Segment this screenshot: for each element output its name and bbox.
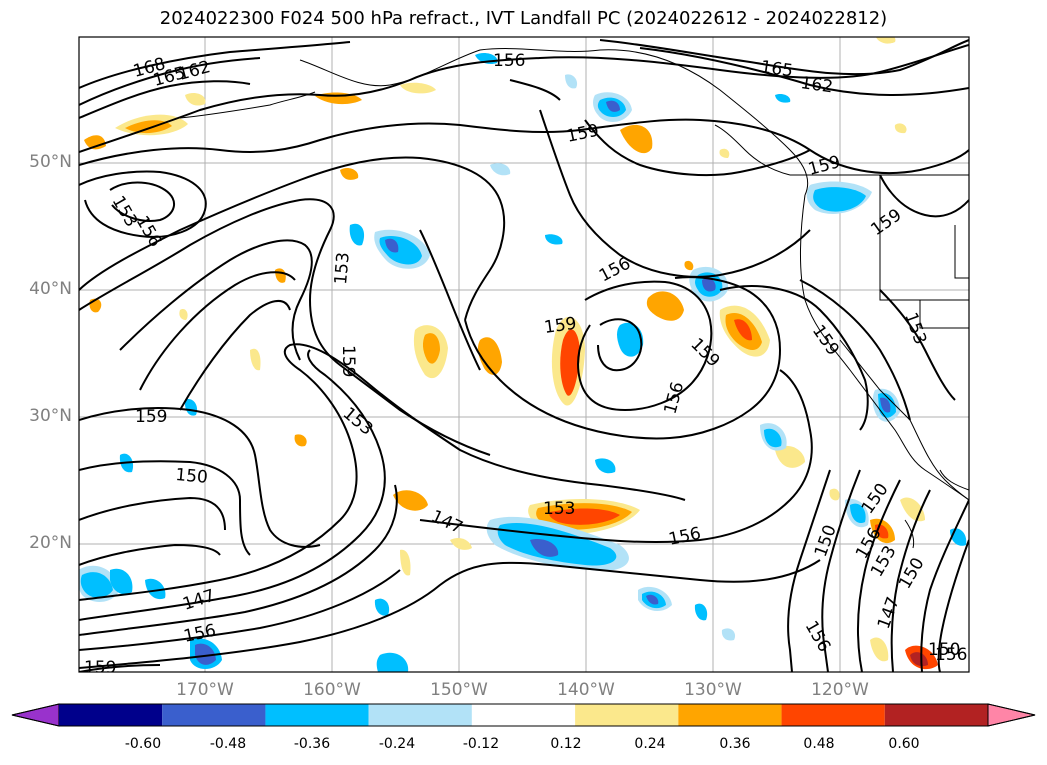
colorbar	[11, 703, 1036, 727]
contour-label: 159	[135, 407, 167, 427]
colorbar-tick-label: 0.24	[634, 736, 666, 752]
lon-label: 150°W	[430, 680, 488, 700]
lat-label: 20°N	[29, 533, 72, 553]
colorbar-swatch	[59, 704, 163, 726]
lat-label: 30°N	[29, 406, 72, 426]
contour-label: 153	[331, 251, 354, 285]
colorbar-swatch	[678, 704, 782, 726]
lon-label: 170°W	[176, 680, 234, 700]
lon-label: 140°W	[557, 680, 615, 700]
map-title: 2024022300 F024 500 hPa refract., IVT La…	[159, 8, 888, 29]
colorbar-swatch	[575, 704, 679, 726]
colorbar-swatch	[162, 704, 266, 726]
colorbar-tick-label: 0.60	[888, 736, 920, 752]
contour-label: 162	[799, 73, 834, 97]
colorbar-swatch	[368, 704, 472, 726]
colorbar-tick-label: -0.48	[209, 736, 247, 752]
lon-label: 160°W	[303, 680, 361, 700]
colorbar-extend-max	[987, 703, 1036, 727]
colorbar-tick-label: 0.48	[803, 736, 835, 752]
colorbar-outline	[11, 703, 1036, 727]
lon-label: 120°W	[811, 680, 869, 700]
contour-label: 156	[493, 51, 525, 71]
height-contours	[79, 39, 969, 672]
colorbar-tick-label: -0.36	[293, 736, 331, 752]
contour-label: 159	[338, 345, 358, 377]
colorbar-swatch	[781, 704, 885, 726]
colorbar-tick-label: 0.12	[550, 736, 582, 752]
lon-label: 130°W	[684, 680, 742, 700]
colorbar-swatch	[265, 704, 369, 726]
contour-label: 165	[759, 57, 794, 81]
contour-label: 156	[935, 645, 967, 665]
colorbar-extend-min	[11, 703, 60, 727]
colorbar-swatch	[471, 704, 576, 726]
ivt-negative-shading	[79, 52, 967, 672]
plot-border	[78, 36, 970, 673]
contour-label: 159	[84, 658, 116, 678]
lat-label: 50°N	[29, 152, 72, 172]
colorbar-tick-label: -0.12	[462, 736, 500, 752]
contour-label: 159	[543, 314, 578, 338]
colorbar-tick-label: 0.36	[719, 736, 751, 752]
colorbar-swatch	[884, 704, 988, 726]
map-plot-area: 168 165 162 156 159 165 162 159 159 153 …	[79, 37, 969, 678]
colorbar-tick-label: -0.24	[378, 736, 416, 752]
coastlines	[179, 48, 969, 549]
contour-label: 150	[928, 640, 960, 660]
lat-label: 40°N	[29, 279, 72, 299]
colorbar-tick-label: -0.60	[124, 736, 162, 752]
contour-label: 153	[543, 499, 575, 519]
contour-label: 150	[175, 465, 209, 488]
